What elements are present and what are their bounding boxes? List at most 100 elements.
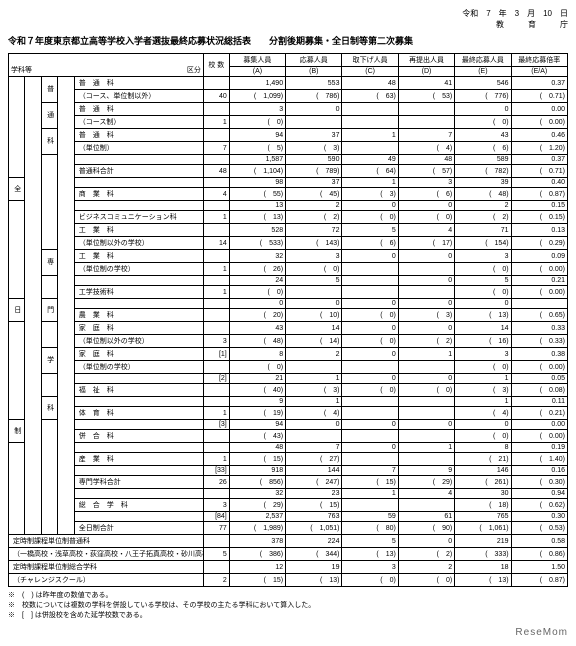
row-ko: 1 <box>203 286 229 299</box>
footer-logo: ReseMom <box>8 627 568 638</box>
cell: 1 <box>342 129 398 142</box>
cell: ( 0.15) <box>511 211 567 224</box>
row-ko: 3 <box>203 499 229 512</box>
table-row: 専工 業 科3230030.09 <box>9 250 568 263</box>
table-row: 科普 通 科943717430.46 <box>9 129 568 142</box>
sub-1: (B) <box>286 67 342 77</box>
row-name <box>74 512 203 522</box>
table-row: 学家 庭 科[1]820130.38 <box>9 348 568 361</box>
cell <box>342 407 398 420</box>
cell <box>286 116 342 129</box>
page-title: 令和７年度東京都立高等学校入学者選抜最終応募状況総括表 分割後期募集・全日制等第… <box>8 34 568 47</box>
cell: ( 0) <box>342 335 398 348</box>
cell <box>398 361 454 374</box>
row-ko <box>203 384 229 397</box>
cell: 0.00 <box>511 103 567 116</box>
row-name <box>74 420 203 430</box>
cell <box>342 361 398 374</box>
cell: ( 15) <box>342 476 398 489</box>
cell: ( 29) <box>398 476 454 489</box>
cell: ( 1,989) <box>229 522 285 535</box>
table-row: 産 業 科1( 15)( 27)( 21)( 1.40) <box>9 453 568 466</box>
sub-4: (E) <box>455 67 511 77</box>
cell: ( 789) <box>286 165 342 178</box>
row-name <box>74 489 203 499</box>
row-name: 工学技術科 <box>74 286 203 299</box>
cell: 2,537 <box>229 512 285 522</box>
cell: 18 <box>455 561 511 574</box>
table-row: 工学技術科1( 0)( 0)( 0.00) <box>9 286 568 299</box>
table-row: （単位制の学校）( 0)( 0)( 0.00) <box>9 361 568 374</box>
row-ko <box>203 561 229 574</box>
table-row: 福 祉 科( 40)( 3)( 0)( 0)( 3)( 0.08) <box>9 384 568 397</box>
row-ko: 77 <box>203 522 229 535</box>
cell: 1 <box>286 374 342 384</box>
cell: ( 1,051) <box>286 522 342 535</box>
cell: 59 <box>342 512 398 522</box>
table-row: （コース制）1( 0)( 0)( 0.00) <box>9 116 568 129</box>
row-name <box>74 299 203 309</box>
notes-block: ※ ( ) は昨年度の数値である。 ※ 校数については複数の学科を併設している学… <box>8 591 568 620</box>
cell: ( 0) <box>229 116 285 129</box>
cell: 8 <box>229 348 285 361</box>
side-cell: 通 <box>41 103 57 129</box>
row-name <box>74 201 203 211</box>
cell: 41 <box>398 77 454 90</box>
cell: 5 <box>286 276 342 286</box>
table-row: 専門学科合計26( 856)( 247)( 15)( 29)( 261)( 0.… <box>9 476 568 489</box>
cell: 1.50 <box>511 561 567 574</box>
cell: 61 <box>398 512 454 522</box>
cell: 4 <box>398 224 454 237</box>
table-row: 商 業 科4( 55)( 45)( 3)( 6)( 48)( 0.87) <box>9 188 568 201</box>
col-ko: 校 数 <box>203 54 229 77</box>
table-row: 農 業 科( 20)( 10)( 0)( 3)( 13)( 0.65) <box>9 309 568 322</box>
date-line1: 令和 7 年 3 月 10 日 <box>8 8 568 19</box>
table-row: （単位制以外の学校）3( 48)( 14)( 0)( 2)( 16)( 0.33… <box>9 335 568 348</box>
row-ko <box>203 361 229 374</box>
row-name <box>74 178 203 188</box>
cell: ( 17) <box>398 237 454 250</box>
cell: ( 776) <box>455 90 511 103</box>
row-name: （単位制以外の学校） <box>74 237 203 250</box>
row-name: 産 業 科 <box>74 453 203 466</box>
cell: ( 2) <box>455 211 511 224</box>
side-cell <box>41 276 57 299</box>
cell: 144 <box>286 466 342 476</box>
cell: ( 13) <box>455 309 511 322</box>
cell: ( 0.00) <box>511 263 567 276</box>
row-ko <box>203 224 229 237</box>
cell: ( 3) <box>286 142 342 155</box>
side-cell: 普 <box>41 77 57 103</box>
cell: 0 <box>455 103 511 116</box>
row-name: 併 合 科 <box>74 430 203 443</box>
cell: ( 0.29) <box>511 237 567 250</box>
table-row: 245050.21 <box>9 276 568 286</box>
cell: ( 53) <box>398 90 454 103</box>
cell <box>342 142 398 155</box>
cell: 0 <box>229 299 285 309</box>
cell: 43 <box>455 129 511 142</box>
cell: ( 10) <box>286 309 342 322</box>
cell <box>342 430 398 443</box>
cell: 13 <box>229 201 285 211</box>
cell: 1 <box>398 443 454 453</box>
table-head: 区分 学科等 校 数 募集人員 応募人員 取下げ人員 再提出人員 最終応募人員 … <box>9 54 568 77</box>
cell: 0 <box>342 299 398 309</box>
cell: 1 <box>286 397 342 407</box>
side-cell: 日 <box>9 299 25 322</box>
cell: ( 0.00) <box>511 430 567 443</box>
row-ko: 3 <box>203 335 229 348</box>
cell: 219 <box>455 535 511 548</box>
table-row: 322314300.94 <box>9 489 568 499</box>
cell: 5 <box>342 535 398 548</box>
table-row: （単位制以外の学校）14( 533)( 143)( 6)( 17)( 154)(… <box>9 237 568 250</box>
row-ko <box>203 201 229 211</box>
cell: ( 26) <box>229 263 285 276</box>
cell: ( 0.00) <box>511 286 567 299</box>
cell: ( 2) <box>398 548 454 561</box>
cell: ( 57) <box>398 165 454 178</box>
cell <box>342 286 398 299</box>
cell: ( 0.62) <box>511 499 567 512</box>
table-row: 通普 通 科3000.00 <box>9 103 568 116</box>
cell: ( 386) <box>229 548 285 561</box>
